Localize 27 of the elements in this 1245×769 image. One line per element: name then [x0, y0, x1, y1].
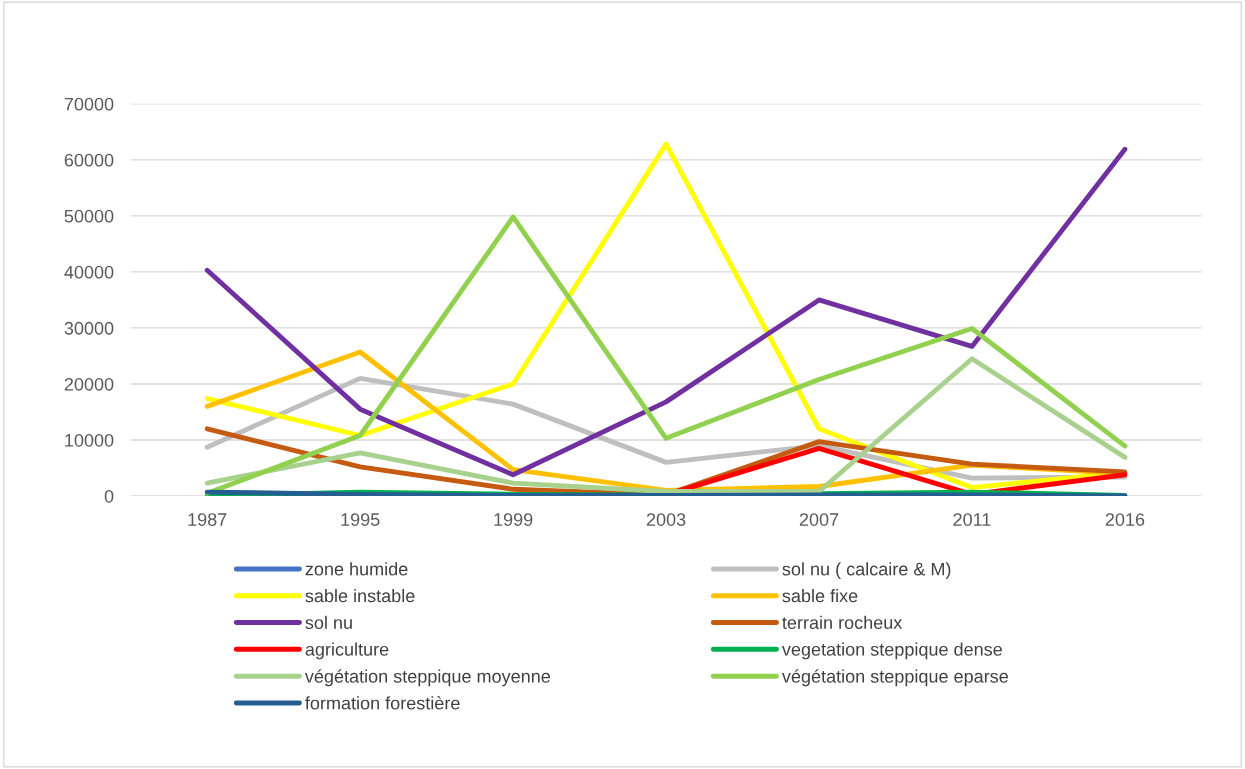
x-tick-label: 1999	[494, 513, 533, 526]
legend-label: sol nu	[305, 615, 352, 630]
y-tick-label: 70000	[64, 97, 114, 111]
x-tick-label: 1987	[188, 513, 227, 526]
legend-label: sol nu ( calcaire & M)	[782, 562, 951, 580]
y-tick-label: 20000	[64, 377, 114, 391]
legend-label: sable fixe	[782, 589, 858, 603]
x-tick-label: 2003	[646, 513, 686, 526]
x-tick-label: 1995	[341, 513, 380, 526]
legend-label: végétation steppique eparse	[781, 669, 1008, 687]
y-tick-label: 60000	[64, 153, 114, 167]
x-tick-label: 2007	[799, 513, 839, 526]
line-series	[204, 214, 1128, 496]
x-tick-label: 2016	[1105, 513, 1145, 526]
legend-label: végétation steppique moyenne	[304, 669, 550, 687]
x-tick-label: 2011	[953, 513, 991, 526]
legend-label: formation forestière	[305, 696, 460, 710]
y-tick-label: 40000	[64, 265, 114, 279]
y-tick-label: 50000	[64, 209, 114, 223]
legend-label: sable instable	[305, 589, 415, 603]
y-tick-label: 30000	[64, 321, 114, 335]
legend-label: vegetation steppique dense	[781, 642, 1002, 660]
y-tick-label: 0	[104, 489, 114, 503]
legend-label: agriculture	[305, 642, 389, 660]
legend-label: terrain rocheux	[782, 615, 903, 630]
legend-label: zone humide	[305, 562, 408, 576]
y-tick-label: 10000	[65, 433, 114, 447]
